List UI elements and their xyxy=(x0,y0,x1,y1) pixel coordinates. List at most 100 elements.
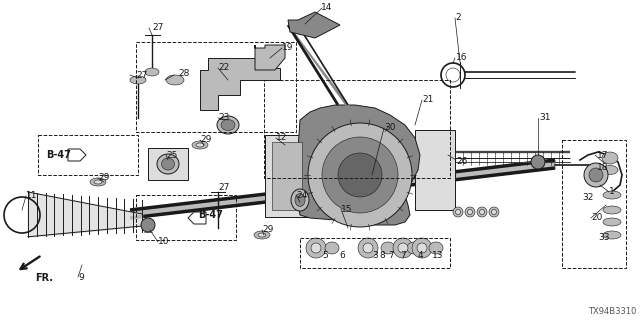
Ellipse shape xyxy=(477,207,487,217)
Bar xyxy=(264,80,450,178)
Text: B-47: B-47 xyxy=(198,210,223,220)
Text: 28: 28 xyxy=(178,69,189,78)
Text: 9: 9 xyxy=(78,273,84,282)
Bar xyxy=(562,140,626,268)
Circle shape xyxy=(308,123,412,227)
Text: 32: 32 xyxy=(582,194,593,203)
Circle shape xyxy=(358,238,378,258)
Ellipse shape xyxy=(325,242,339,254)
Circle shape xyxy=(398,243,408,253)
Circle shape xyxy=(584,163,608,187)
Circle shape xyxy=(417,243,427,253)
Ellipse shape xyxy=(254,231,270,239)
Text: 24: 24 xyxy=(296,190,307,199)
Bar xyxy=(300,238,450,268)
Ellipse shape xyxy=(492,210,497,214)
Ellipse shape xyxy=(467,210,472,214)
Bar xyxy=(265,135,310,217)
Text: 5: 5 xyxy=(322,251,328,260)
Text: TX94B3310: TX94B3310 xyxy=(588,307,636,316)
Text: 3: 3 xyxy=(372,251,378,260)
Polygon shape xyxy=(288,12,340,38)
Text: 12: 12 xyxy=(276,133,287,142)
Text: 33: 33 xyxy=(598,234,609,243)
Ellipse shape xyxy=(479,210,484,214)
Text: 29: 29 xyxy=(200,135,211,145)
Ellipse shape xyxy=(145,68,159,76)
Ellipse shape xyxy=(161,158,175,170)
Ellipse shape xyxy=(295,194,305,206)
Ellipse shape xyxy=(90,178,106,186)
Bar xyxy=(136,195,236,240)
Ellipse shape xyxy=(602,165,618,174)
Ellipse shape xyxy=(196,143,204,147)
Text: 11: 11 xyxy=(26,191,38,201)
Bar xyxy=(148,148,188,180)
Text: 29: 29 xyxy=(98,173,109,182)
Text: 31: 31 xyxy=(539,114,550,123)
Ellipse shape xyxy=(166,75,184,85)
Text: B-47: B-47 xyxy=(46,150,71,160)
Text: 27: 27 xyxy=(152,23,163,33)
Circle shape xyxy=(306,238,326,258)
Circle shape xyxy=(338,153,382,197)
Text: 4: 4 xyxy=(418,251,424,260)
Polygon shape xyxy=(68,149,86,161)
Text: 21: 21 xyxy=(422,95,433,105)
Text: 17: 17 xyxy=(597,150,609,159)
Circle shape xyxy=(322,137,398,213)
Polygon shape xyxy=(188,212,206,224)
Text: 8: 8 xyxy=(379,251,385,260)
Text: 2: 2 xyxy=(455,13,461,22)
Ellipse shape xyxy=(221,119,235,131)
Ellipse shape xyxy=(453,207,463,217)
Ellipse shape xyxy=(381,242,395,254)
Text: 26: 26 xyxy=(456,157,467,166)
Circle shape xyxy=(311,243,321,253)
Ellipse shape xyxy=(603,218,621,226)
Ellipse shape xyxy=(465,207,475,217)
Circle shape xyxy=(531,155,545,169)
Ellipse shape xyxy=(407,242,421,254)
Text: 23: 23 xyxy=(218,114,229,123)
Ellipse shape xyxy=(258,233,266,237)
Text: 27: 27 xyxy=(136,70,147,79)
Ellipse shape xyxy=(489,207,499,217)
Circle shape xyxy=(589,168,603,182)
Ellipse shape xyxy=(603,231,621,239)
Text: 19: 19 xyxy=(282,44,294,52)
Polygon shape xyxy=(255,45,285,70)
Ellipse shape xyxy=(429,242,443,254)
Text: 25: 25 xyxy=(166,150,177,159)
Text: 30: 30 xyxy=(384,124,396,132)
Text: 22: 22 xyxy=(218,63,229,73)
Text: 1: 1 xyxy=(609,188,615,196)
Circle shape xyxy=(141,218,155,232)
Ellipse shape xyxy=(94,180,102,184)
Ellipse shape xyxy=(603,191,621,199)
Text: 7: 7 xyxy=(400,251,406,260)
Text: FR.: FR. xyxy=(35,273,53,283)
Ellipse shape xyxy=(603,206,621,214)
Bar xyxy=(272,142,302,210)
Text: 15: 15 xyxy=(341,204,353,213)
Ellipse shape xyxy=(157,154,179,174)
Ellipse shape xyxy=(130,76,146,84)
Text: 13: 13 xyxy=(432,251,444,260)
Circle shape xyxy=(363,243,373,253)
Text: 29: 29 xyxy=(262,226,273,235)
Circle shape xyxy=(393,238,413,258)
Ellipse shape xyxy=(217,116,239,134)
Text: 7: 7 xyxy=(388,251,394,260)
Text: 16: 16 xyxy=(456,53,467,62)
Text: 6: 6 xyxy=(339,251,345,260)
Text: 27: 27 xyxy=(218,183,229,193)
Bar xyxy=(136,42,296,132)
Polygon shape xyxy=(200,58,280,110)
Bar xyxy=(415,130,455,210)
Text: 14: 14 xyxy=(321,4,332,12)
Circle shape xyxy=(412,238,432,258)
Ellipse shape xyxy=(456,210,461,214)
Bar xyxy=(38,135,138,175)
Polygon shape xyxy=(295,105,420,225)
